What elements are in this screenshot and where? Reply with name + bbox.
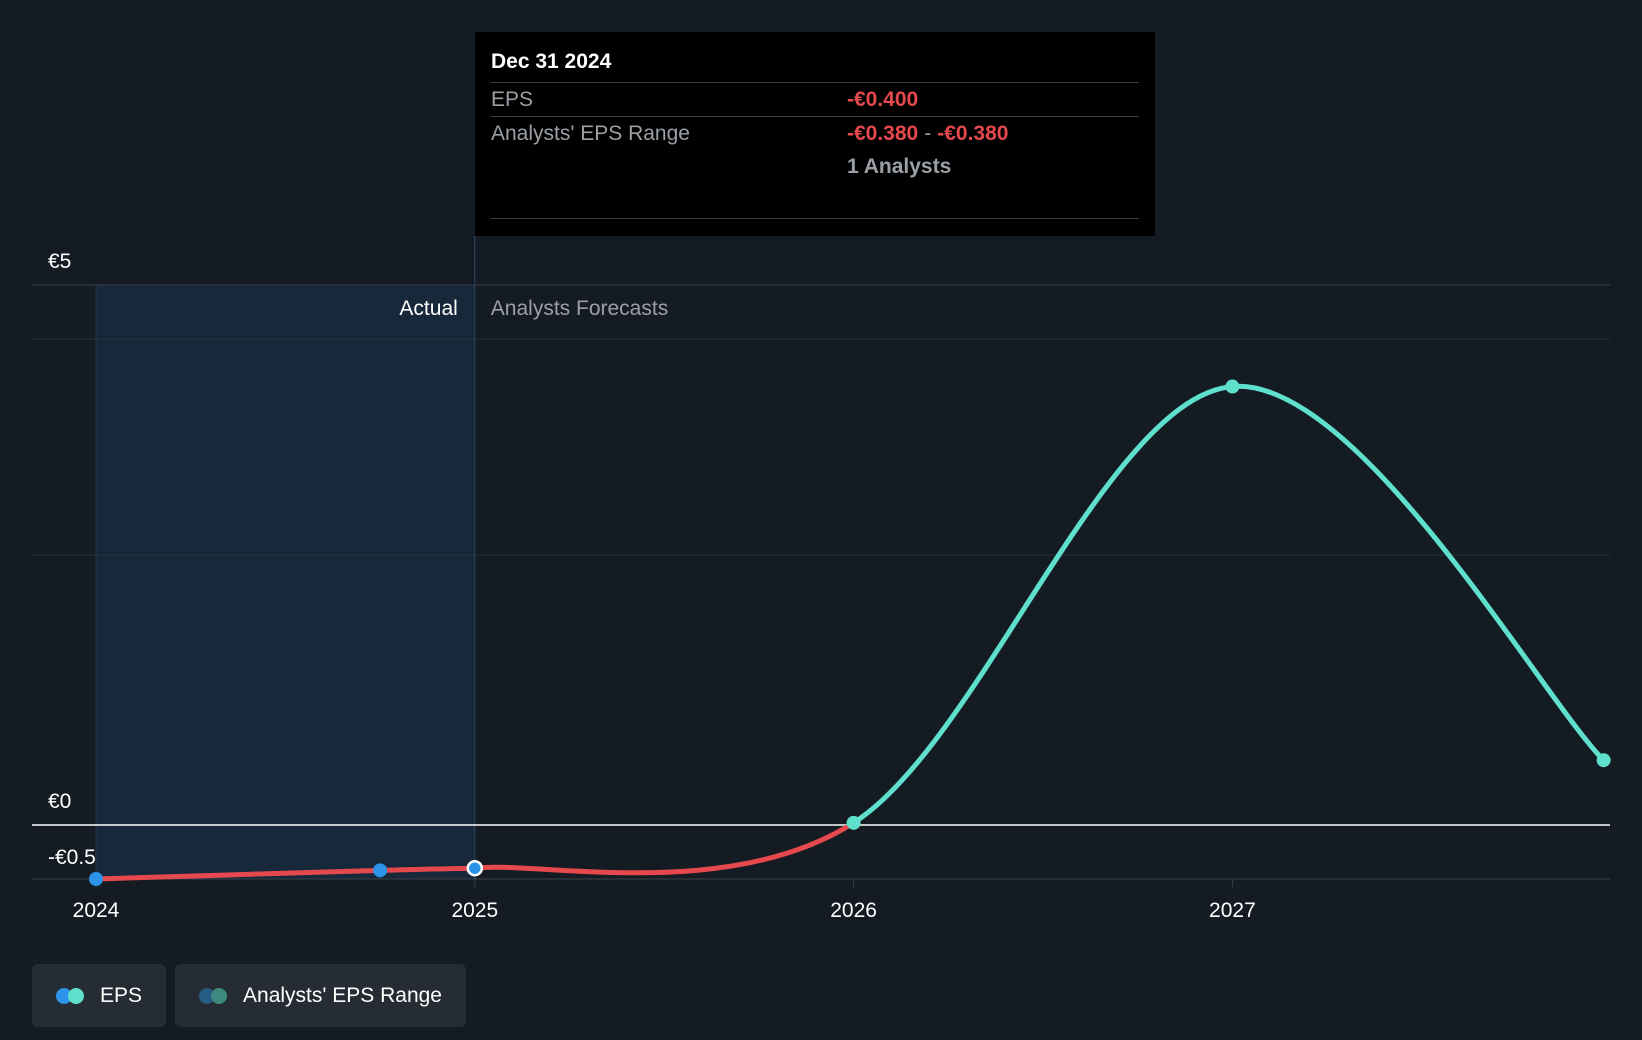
eps-forecast-point xyxy=(846,815,861,830)
eps-forecast-point xyxy=(1596,753,1611,768)
legend-range-label: Analysts' EPS Range xyxy=(243,983,442,1007)
eps-legend-icon xyxy=(56,987,86,1004)
tooltip-analysts-row: 1 Analysts xyxy=(491,150,1139,183)
legend-range-button[interactable]: Analysts' EPS Range xyxy=(175,964,466,1027)
range-legend-icon xyxy=(199,987,229,1004)
actual-region xyxy=(96,285,475,879)
tooltip-range-row: Analysts' EPS Range -€0.380- -€0.380 xyxy=(491,116,1139,150)
legend-eps-button[interactable]: EPS xyxy=(32,964,167,1027)
actual-label: Actual xyxy=(399,297,457,320)
legend: EPS Analysts' EPS Range xyxy=(32,964,466,1027)
tooltip-range-high: -€0.380 xyxy=(937,122,1009,145)
forecast-label: Analysts Forecasts xyxy=(491,297,668,320)
legend-eps-label: EPS xyxy=(100,983,143,1007)
y-tick-label: €0 xyxy=(48,790,71,813)
tooltip-range-label: Analysts' EPS Range xyxy=(491,122,690,145)
x-tick-label: 2027 xyxy=(1209,899,1256,922)
x-tick-label: 2024 xyxy=(73,899,120,922)
eps-forecast-line-positive xyxy=(844,383,1606,825)
tooltip-eps-row: EPS -€0.400 xyxy=(491,82,1139,116)
eps-actual-point xyxy=(373,863,388,878)
eps-forecast-point xyxy=(1225,379,1240,394)
tooltip-eps-value: -€0.400 xyxy=(847,88,919,111)
tooltip-range-sep: - xyxy=(924,122,932,145)
eps-actual-point xyxy=(89,872,103,886)
tooltip-eps-label: EPS xyxy=(491,88,534,111)
eps-forecast-line-negative xyxy=(474,825,855,876)
y-tick-label: -€0.5 xyxy=(48,846,96,869)
eps-actual-line xyxy=(93,865,478,882)
x-tick-label: 2026 xyxy=(830,899,877,922)
eps-actual-point-selected xyxy=(466,859,484,877)
tooltip-analysts: 1 Analysts xyxy=(847,155,952,178)
y-tick-label: €5 xyxy=(48,250,71,273)
tooltip-divider xyxy=(491,218,1139,219)
tooltip: Dec 31 2024 EPS -€0.400 Analysts' EPS Ra… xyxy=(475,32,1155,236)
tooltip-date: Dec 31 2024 xyxy=(491,50,612,73)
tooltip-range-low: -€0.380 xyxy=(847,122,919,145)
x-tick-label: 2025 xyxy=(451,899,498,922)
